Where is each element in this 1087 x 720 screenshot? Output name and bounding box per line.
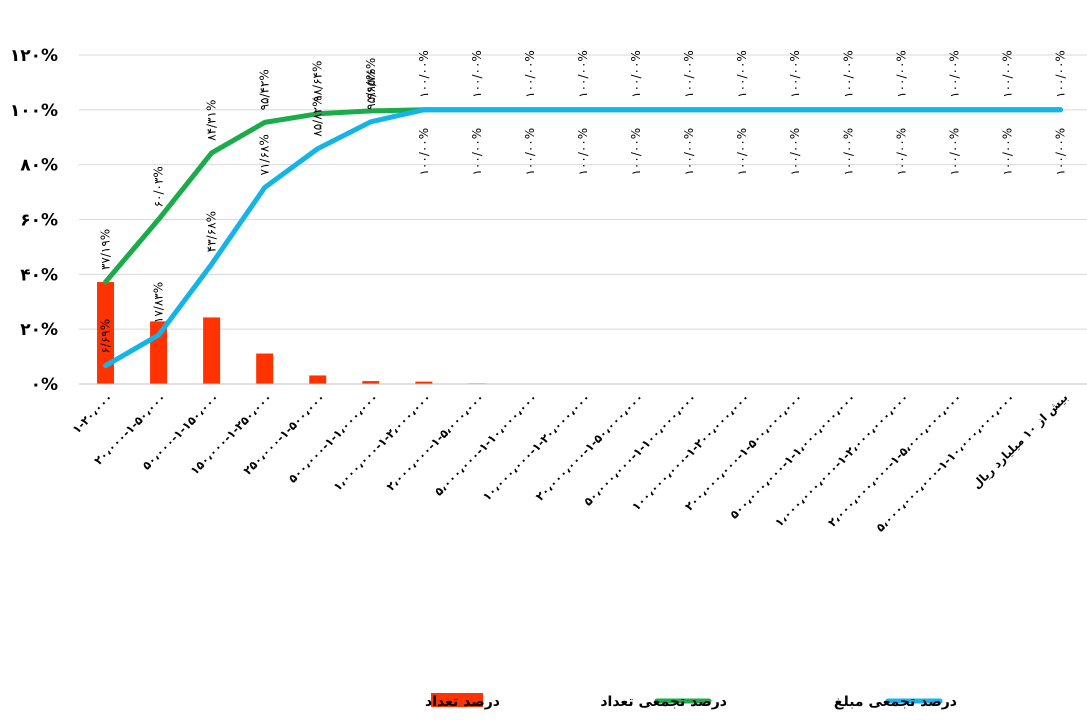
y-tick-label: ۲۰% [20,320,58,340]
data-label: ۶۰/۰۳% [152,166,166,207]
data-label: ۱۰۰/۰۰% [894,50,908,98]
data-label: ۹۹/۷۶% [364,58,378,99]
data-label: ۹۵/۴۲% [258,69,272,110]
data-label: ۱۰۰/۰۰% [894,128,908,176]
series-line [103,107,1063,369]
x-axis: ۱-۲۰،۰۰۰۲۰،۰۰۰-۱-۵۰،۰۰۰۵۰،۰۰۰-۱-۱۵۰،۰۰۰۱… [69,383,1087,535]
data-label: ۱۰۰/۰۰% [523,50,537,98]
data-labels: ۳۷/۱۹% ۶۰/۰۳% ۸۴/۳۱% ۹۵/۴۲% ۹۸/۶۴% ۹۹/۷۶% ۱۰۰/… [99,50,1068,353]
data-label: ۱۰۰/۰۰% [576,50,590,98]
line-series [103,107,1063,369]
data-label: ۱۰۰/۰۰% [735,128,749,176]
data-label: ۱۰۰/۰۰% [841,128,855,176]
data-label: ۱۰۰/۰۰% [1053,128,1067,176]
data-label: ۹۵/۶۵% [364,69,378,110]
y-tick-label: ۶۰% [20,211,58,231]
data-label: ۱۰۰/۰۰% [735,50,749,98]
data-label: ۱۰۰/۰۰% [1000,50,1014,98]
x-tick-label: ۵،۰۰۰،۰۰۰-۱-۱۰،۰۰۰،۰۰۰ [432,390,540,498]
data-label: ۱۰۰/۰۰% [629,128,643,176]
x-tick-label: بیش از ۱۰ میلیارد ریال [969,390,1070,491]
data-label: ۱۰۰/۰۰% [576,128,590,176]
x-tick-label: ۱-۲۰،۰۰۰ [69,390,115,436]
data-label: ۱۰۰/۰۰% [1000,128,1014,176]
bar [203,317,221,384]
legend-label: درصد تجمعی تعداد [600,694,727,710]
data-label: ۴۳/۶۸% [205,211,219,252]
data-label: ۱۰۰/۰۰% [788,128,802,176]
data-label: ۱۰۰/۰۰% [947,50,961,98]
data-label: ۸۴/۳۱% [205,100,219,141]
y-tick-label: ۰% [31,375,58,395]
data-label: ۱۰۰/۰۰% [947,128,961,176]
bar [415,381,433,384]
x-tick-label: ۵۰،۰۰۰،۰۰۰-۱-۱۰۰،۰۰۰،۰۰۰ [581,390,699,508]
data-label: ۳۷/۱۹% [99,229,113,270]
bar [97,282,115,384]
x-tick-label: ۱۰،۰۰۰،۰۰۰-۱-۲۰،۰۰۰،۰۰۰ [480,390,593,503]
x-tick-label: ۲۰،۰۰۰،۰۰۰-۱-۵۰،۰۰۰،۰۰۰ [533,390,646,503]
y-tick-label: ۱۰۰% [10,101,58,121]
data-label: ۱۰۰/۰۰% [417,128,431,176]
data-label: ۷۱/۶۸% [258,134,272,175]
bar-series [97,282,539,384]
bar [256,353,274,384]
data-label: ۱۷/۸۳% [152,282,166,323]
data-label: ۱۰۰/۰۰% [682,128,696,176]
legend-label: درصد تعداد [425,694,500,710]
x-tick-label: ۲،۰۰۰،۰۰۰-۱-۵،۰۰۰،۰۰۰ [384,390,487,493]
y-tick-label: ۱۲۰% [10,46,58,66]
legend-swatch [431,693,483,707]
data-label: ۱۰۰/۰۰% [682,50,696,98]
data-label: ۱۰۰/۰۰% [629,50,643,98]
data-label: ۱۰۰/۰۰% [523,128,537,176]
data-label: ۱۰۰/۰۰% [470,50,484,98]
data-label: ۱۰۰/۰۰% [788,50,802,98]
y-tick-label: ۴۰% [20,265,58,285]
data-label: ۹۸/۶۴% [311,61,325,102]
legend-label: درصد تجمعی مبلغ [834,694,957,710]
data-label: ۱۰۰/۰۰% [417,50,431,98]
bar [362,381,380,384]
y-axis: ۰% ۲۰% ۴۰% ۶۰% ۸۰% ۱۰۰% ۱۲۰% [10,46,58,395]
data-label: ۶/۶۹% [99,319,113,354]
legend: درصد تجمعی مبلغ درصد تجمعی تعداد درصد تعدا… [425,693,957,710]
x-tick-label: ۵۰۰،۰۰۰-۱-۱،۰۰۰،۰۰۰ [286,390,381,485]
data-label: ۱۰۰/۰۰% [841,50,855,98]
gridlines [79,54,1087,385]
data-label: ۸۵/۸۲% [311,95,325,136]
y-tick-label: ۸۰% [20,156,58,176]
data-label: ۱۰۰/۰۰% [470,128,484,176]
bar [309,375,327,384]
data-label: ۱۰۰/۰۰% [1053,50,1067,98]
x-tick-label: ۱،۰۰۰،۰۰۰-۱-۲،۰۰۰،۰۰۰ [331,390,434,493]
